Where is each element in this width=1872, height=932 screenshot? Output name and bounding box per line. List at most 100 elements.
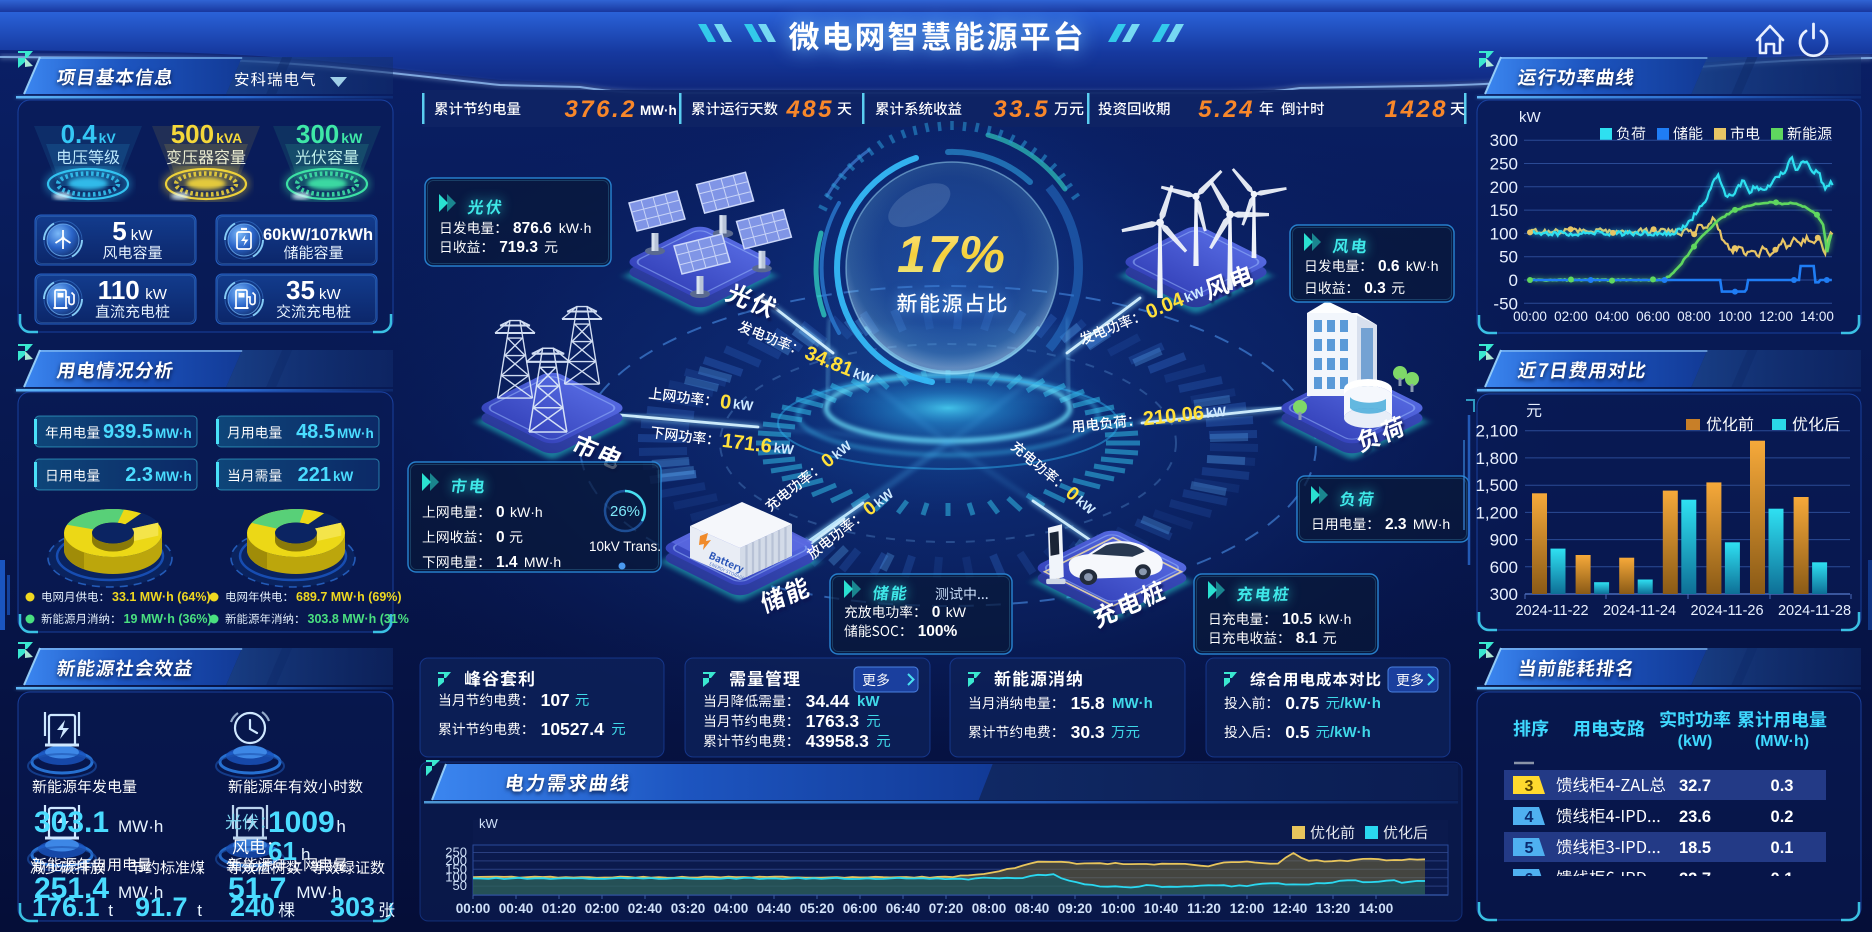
svg-text:1428: 1428	[1385, 96, 1448, 123]
svg-text:0.2: 0.2	[1771, 808, 1794, 826]
svg-text:kW: kW	[479, 816, 499, 831]
svg-text:0: 0	[496, 504, 505, 521]
svg-text:04:40: 04:40	[757, 901, 792, 916]
svg-text:200: 200	[1490, 178, 1518, 197]
svg-text:19 MW·h (36%): 19 MW·h (36%)	[124, 612, 212, 626]
svg-text:kW·h: kW·h	[1406, 258, 1439, 274]
svg-text:48.5: 48.5	[296, 421, 335, 443]
svg-text:kW: kW	[145, 286, 168, 303]
svg-text:22.7: 22.7	[1679, 870, 1711, 888]
svg-text:15.8: 15.8	[1071, 693, 1105, 713]
svg-text:MW·h: MW·h	[640, 103, 677, 118]
svg-text:3: 3	[1525, 778, 1534, 795]
svg-text:kW·h: kW·h	[1319, 611, 1352, 627]
svg-text:939.5: 939.5	[103, 421, 153, 443]
svg-text:0.1: 0.1	[1771, 870, 1794, 888]
svg-text:51.7: 51.7	[228, 872, 286, 905]
svg-text:MW·h: MW·h	[337, 426, 374, 441]
svg-text:0.3: 0.3	[1771, 777, 1794, 795]
svg-text:02:40: 02:40	[628, 901, 663, 916]
svg-text:(kW): (kW)	[1678, 733, 1713, 750]
svg-text:04:00: 04:00	[1595, 309, 1629, 324]
svg-text:500: 500	[171, 119, 214, 149]
svg-text:107: 107	[541, 690, 570, 710]
svg-text:01:20: 01:20	[542, 901, 577, 916]
svg-text:6: 6	[1525, 871, 1534, 888]
svg-text:2.3: 2.3	[1385, 516, 1407, 533]
svg-text:5: 5	[1525, 840, 1534, 857]
svg-text:kW: kW	[773, 440, 795, 457]
svg-text:00:40: 00:40	[499, 901, 534, 916]
svg-text:2024-11-24: 2024-11-24	[1603, 603, 1676, 619]
svg-text:02:00: 02:00	[585, 901, 620, 916]
svg-text:MW·h: MW·h	[1413, 516, 1450, 532]
svg-text:/kW·h: /kW·h	[1340, 695, 1381, 712]
svg-text:250: 250	[445, 845, 467, 860]
svg-text:0.6: 0.6	[1378, 258, 1400, 275]
svg-text:06:40: 06:40	[886, 901, 921, 916]
svg-text:kW: kW	[851, 365, 876, 387]
svg-text:t: t	[197, 901, 202, 920]
svg-text:23.6: 23.6	[1679, 808, 1711, 826]
svg-text:10527.4: 10527.4	[541, 719, 605, 739]
svg-text:kW: kW	[333, 469, 354, 484]
svg-text:h: h	[336, 817, 345, 836]
svg-text:150: 150	[445, 861, 467, 876]
svg-text:04:00: 04:00	[714, 901, 749, 916]
svg-text:18.5: 18.5	[1679, 839, 1711, 857]
svg-text:/kW·h: /kW·h	[1330, 724, 1371, 741]
svg-text:kV: kV	[99, 130, 117, 146]
svg-text:43958.3: 43958.3	[806, 731, 870, 751]
svg-text:100%: 100%	[918, 623, 958, 640]
svg-text:221: 221	[298, 464, 331, 486]
svg-text:26%: 26%	[610, 503, 640, 520]
svg-text:900: 900	[1490, 531, 1518, 550]
svg-text:kW: kW	[1182, 284, 1207, 306]
svg-text:34.44: 34.44	[806, 691, 850, 711]
svg-text:2,100: 2,100	[1475, 422, 1518, 441]
svg-text:h: h	[301, 845, 310, 864]
svg-text:91.7: 91.7	[135, 892, 188, 922]
svg-text:kW: kW	[857, 693, 880, 710]
svg-text:kW: kW	[732, 396, 754, 413]
svg-text:50: 50	[1499, 248, 1518, 267]
svg-text:MW·h: MW·h	[155, 469, 192, 484]
svg-text:689.7 MW·h (69%): 689.7 MW·h (69%)	[296, 590, 402, 604]
svg-text:t: t	[108, 901, 113, 920]
svg-text:4: 4	[1525, 809, 1534, 826]
svg-text:kW: kW	[341, 130, 363, 146]
svg-text:13:20: 13:20	[1316, 901, 1351, 916]
svg-text:10.5: 10.5	[1282, 611, 1313, 628]
svg-text:kW·h: kW·h	[510, 504, 543, 520]
svg-text:12:40: 12:40	[1273, 901, 1308, 916]
svg-text:kW: kW	[1205, 404, 1227, 421]
svg-text:06:00: 06:00	[843, 901, 878, 916]
svg-text:240: 240	[230, 892, 275, 922]
svg-text:03:20: 03:20	[671, 901, 706, 916]
svg-text:MW·h: MW·h	[1112, 695, 1153, 712]
svg-text:60kW/107kWh: 60kW/107kWh	[263, 226, 373, 244]
svg-text:14:00: 14:00	[1800, 309, 1834, 324]
svg-text:33.1 MW·h (64%): 33.1 MW·h (64%)	[112, 590, 211, 604]
svg-text:303.8 MW·h (31%: 303.8 MW·h (31%	[308, 612, 409, 626]
svg-text:176.1: 176.1	[32, 892, 100, 922]
svg-text:1,200: 1,200	[1475, 503, 1518, 522]
svg-text:100: 100	[1490, 224, 1518, 243]
svg-text:MW·h: MW·h	[296, 883, 341, 902]
svg-text:0: 0	[719, 391, 733, 414]
svg-text:MW·h: MW·h	[155, 426, 192, 441]
svg-text:0.5: 0.5	[1285, 722, 1310, 742]
svg-text:1,800: 1,800	[1475, 449, 1518, 468]
svg-text:2024-11-28: 2024-11-28	[1778, 603, 1851, 619]
svg-text:kVA: kVA	[216, 130, 242, 146]
svg-text:02:00: 02:00	[1554, 309, 1588, 324]
svg-text:0.75: 0.75	[1285, 693, 1319, 713]
svg-text:300: 300	[1490, 131, 1518, 150]
svg-text:kW: kW	[1519, 109, 1542, 126]
svg-text:kW: kW	[319, 286, 342, 303]
svg-text:30.3: 30.3	[1071, 722, 1105, 742]
svg-text:0: 0	[1509, 271, 1518, 290]
svg-text:MW·h: MW·h	[118, 817, 163, 836]
svg-text:00:00: 00:00	[456, 901, 491, 916]
svg-text:2.3: 2.3	[125, 464, 153, 486]
